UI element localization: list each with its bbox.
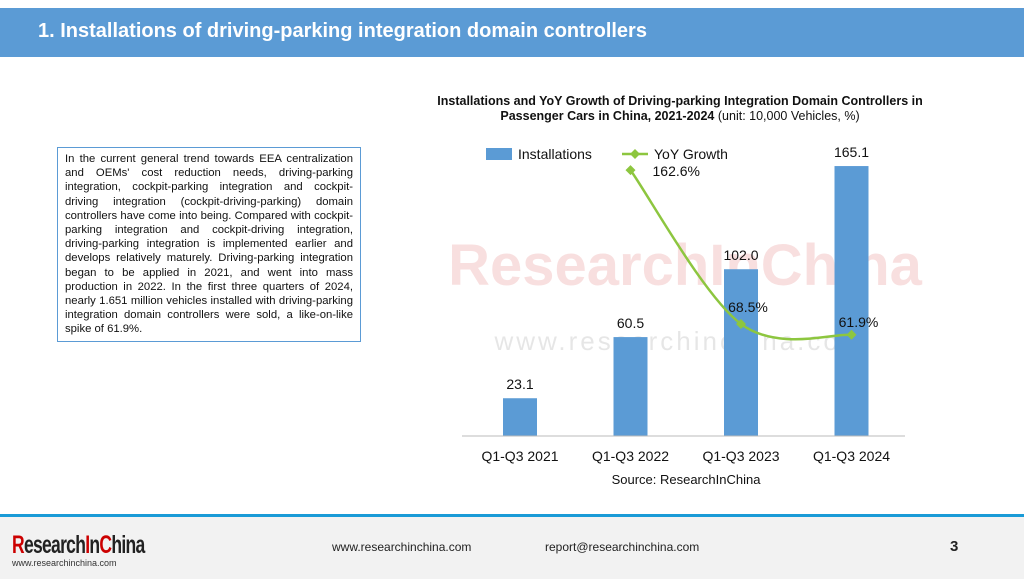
chart-source: Source: ResearchInChina [612,472,762,487]
bar [613,337,648,436]
page-title: 1. Installations of driving-parking inte… [38,20,647,42]
legend-yoy-marker [630,149,640,159]
watermark-url: www.researchinchina.com [493,326,865,356]
x-tick-label: Q1-Q3 2024 [813,448,890,464]
footer-website[interactable]: www.researchinchina.com [332,540,472,554]
header-bar: 1. Installations of driving-parking inte… [0,8,1024,57]
logo-url: www.researchinchina.com [12,558,117,568]
footer-email[interactable]: report@researchinchina.com [545,540,700,554]
chart-title: Installations and YoY Growth of Driving-… [420,94,940,124]
yoy-marker [846,329,857,340]
bar [724,269,758,436]
bar-label: 102.0 [723,247,758,263]
x-tick-label: Q1-Q3 2022 [592,448,669,464]
bar-label: 23.1 [506,376,533,392]
yoy-marker [625,165,636,176]
bar [503,398,537,436]
logo: ResearchInChina [12,531,145,559]
bar [834,166,869,436]
yoy-label: 61.9% [839,314,879,330]
yoy-label: 68.5% [728,299,768,315]
body-text-box: In the current general trend towards EEA… [57,147,361,342]
bar-label: 60.5 [617,315,644,331]
legend-yoy-label: YoY Growth [654,146,728,162]
chart-title-unit: (unit: 10,000 Vehicles, %) [717,109,860,123]
legend-installations-label: Installations [518,146,592,162]
bar-label: 165.1 [834,144,869,160]
chart-title-main: Installations and YoY Growth of Driving-… [437,94,923,123]
page-number: 3 [950,538,959,555]
yoy-label: 162.6% [653,163,700,179]
yoy-marker [736,319,746,330]
legend-installations-swatch [486,148,512,160]
x-tick-label: Q1-Q3 2021 [481,448,558,464]
x-tick-label: Q1-Q3 2023 [702,448,779,464]
footer: ResearchInChina www.researchinchina.com … [0,514,1024,579]
